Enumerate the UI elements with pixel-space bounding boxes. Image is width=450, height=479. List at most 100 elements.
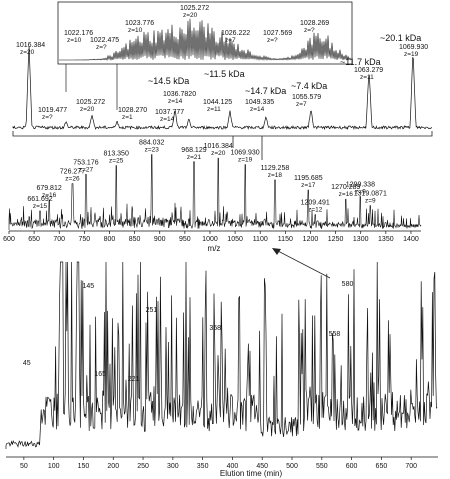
zoom-peak-mz: 1044.125 xyxy=(203,99,232,106)
mass-label: ~7.4 kDa xyxy=(291,81,327,91)
ms-tick-label: 1350 xyxy=(378,236,394,243)
ms-peak-mz: 1299.338 xyxy=(346,181,375,188)
zoom-peak-z: z=11 xyxy=(360,74,374,81)
ms-peak-mz: 1195.685 xyxy=(294,175,323,182)
zoom-peak-z: z=7 xyxy=(296,101,307,108)
chrom-peak-label: 558 xyxy=(329,331,341,338)
ms-tick-label: 900 xyxy=(154,236,166,243)
ms-x-axis-label: m/z xyxy=(208,244,221,253)
ms-tick-label: 1250 xyxy=(328,236,344,243)
ms-tick-label: 1300 xyxy=(353,236,369,243)
zoom-peak-z: z=? xyxy=(42,114,53,121)
ms-peak-z: z=9 xyxy=(365,198,376,205)
zoom-peak-mz: 1055.579 xyxy=(292,94,321,101)
chrom-peak-label: 251 xyxy=(146,307,158,314)
zoom-peak-mz: 1019.477 xyxy=(38,107,67,114)
chrom-tick-label: 600 xyxy=(346,463,358,470)
chrom-tick-label: 500 xyxy=(286,463,298,470)
ms-peak-z: z=26 xyxy=(65,176,80,183)
ms-peak-z: z=15 xyxy=(33,203,48,210)
ms-peak-z: z=19 xyxy=(238,157,253,164)
chrom-tick-label: 300 xyxy=(167,463,179,470)
chrom-tick-label: 350 xyxy=(197,463,209,470)
chrom-x-ticks: 50 100 150 200 250 300 350 400 450 500 550 600 650 70… xyxy=(20,457,417,470)
ms-peak-mz: 1270.289 xyxy=(331,184,360,191)
chrom-tick-label: 400 xyxy=(227,463,239,470)
ms-tick-label: 800 xyxy=(104,236,116,243)
ms-trace xyxy=(8,154,422,230)
inset-panel: 1022.176 z=10 1022.475 z=? 1023.776 z=10… xyxy=(57,1,353,110)
inset-frame xyxy=(57,1,353,65)
ms-peak-mz: 813.350 xyxy=(104,150,129,157)
chromatogram-panel: 50 100 150 200 250 300 350 400 450 500 550 600 650 70… xyxy=(5,261,438,478)
inset-label-z: z=10 xyxy=(67,37,82,44)
ms-tick-label: 650 xyxy=(28,236,40,243)
zoom-spectrum-panel: 1016.384 z=20 1019.477 z=? 1025.272 z=20… xyxy=(12,33,433,160)
inset-label-mz: 1022.176 xyxy=(64,30,93,37)
ms-peak-z: z=20 xyxy=(211,150,226,157)
ms-tick-label: 850 xyxy=(129,236,141,243)
ms-peak-z: z=27 xyxy=(79,167,94,174)
zoom-peak-mz: 1069.930 xyxy=(399,44,428,51)
mass-label: ~14.7 kDa xyxy=(245,86,286,96)
zoom-peak-z: z=19 xyxy=(404,51,419,58)
zoom-trace xyxy=(12,46,432,131)
chrom-x-axis-label: Elution time (min) xyxy=(220,469,283,478)
zoom-peak-mz: 1037.777 xyxy=(155,109,184,116)
zoom-bracket xyxy=(12,131,433,137)
ms-peak-mz: 753.176 xyxy=(73,160,98,167)
link-arrow-line xyxy=(275,249,331,279)
zoom-peak-z: z=20 xyxy=(20,49,35,56)
zoom-peak-z: z=14 xyxy=(168,98,183,105)
chrom-peak-labels: 45 145 165 221 251 358 558 580 xyxy=(23,281,354,383)
ms-tick-label: 1100 xyxy=(253,236,268,243)
zoom-peak-mz: 1028.270 xyxy=(118,107,147,114)
mass-label: ~11.7 kDa xyxy=(340,57,381,67)
ms-peak-z: z=25 xyxy=(109,157,124,164)
ms-peak-z: z=18 xyxy=(268,172,283,179)
ms-peak-z: z=21 xyxy=(187,154,202,161)
ms-peak-mz: 1319.0871 xyxy=(354,191,387,198)
mass-label: ~14.5 kDa xyxy=(148,76,189,86)
inset-label-z: z=? xyxy=(267,37,278,44)
chromatogram-trace xyxy=(5,261,438,449)
ms-peak-mz: 1016.384 xyxy=(204,143,233,150)
mass-label: ~11.5 kDa xyxy=(204,69,245,79)
chrom-peak-label: 580 xyxy=(342,281,354,288)
ms-peak-labels: 661.692z=15679.812z=16726.277z=26753.176… xyxy=(27,140,387,214)
chrom-peak-label: 221 xyxy=(128,376,140,383)
chrom-tick-label: 650 xyxy=(376,463,388,470)
ms-tick-label: 600 xyxy=(3,236,15,243)
inset-label-z: z=10 xyxy=(128,27,143,34)
link-arrow-head xyxy=(272,248,281,255)
chrom-tick-label: 200 xyxy=(107,463,119,470)
zoom-peak-z: z=11 xyxy=(207,106,221,113)
zoom-peak-mz: 1063.279 xyxy=(354,67,383,74)
ms-tick-label: 700 xyxy=(53,236,65,243)
chrom-tick-label: 700 xyxy=(405,463,417,470)
mass-label: ~20.1 kDa xyxy=(380,33,421,43)
inset-label-z: z=? xyxy=(304,27,315,34)
inset-label-mz: 1027.569 xyxy=(263,30,292,37)
zoom-peak-mz: 1049.335 xyxy=(245,99,274,106)
inset-label-mz: 1025.272 xyxy=(180,5,209,12)
inset-label-z: z=20 xyxy=(183,12,198,19)
ms-peak-mz: 884.032 xyxy=(139,140,164,147)
ms-peak-z: z=16 xyxy=(42,192,57,199)
inset-label-mz: 1022.475 xyxy=(90,37,119,44)
ms-peak-mz: 1129.258 xyxy=(261,165,290,172)
chrom-tick-label: 50 xyxy=(20,463,28,470)
zoom-peak-mz: 1025.272 xyxy=(76,99,105,106)
ms-tick-label: 1200 xyxy=(303,236,319,243)
ms-peak-mz: 661.692 xyxy=(27,196,52,203)
zoom-peak-z: z=14 xyxy=(160,116,175,123)
ms-tick-label: 1400 xyxy=(403,236,419,243)
ms-peak-z: z=17 xyxy=(301,182,316,189)
inset-label-mz: 1028.269 xyxy=(300,20,329,27)
ms-peak-z: z=23 xyxy=(145,147,160,154)
zoom-peak-mz: 1036.7820 xyxy=(163,91,196,98)
ms-peak-mz: 726.277 xyxy=(60,169,85,176)
ms-spectrum-panel: 600 650 700 750 800 850 900 950 1000 1050 1100 1150… xyxy=(3,140,422,253)
zoom-peak-mz: 1016.384 xyxy=(16,42,45,49)
